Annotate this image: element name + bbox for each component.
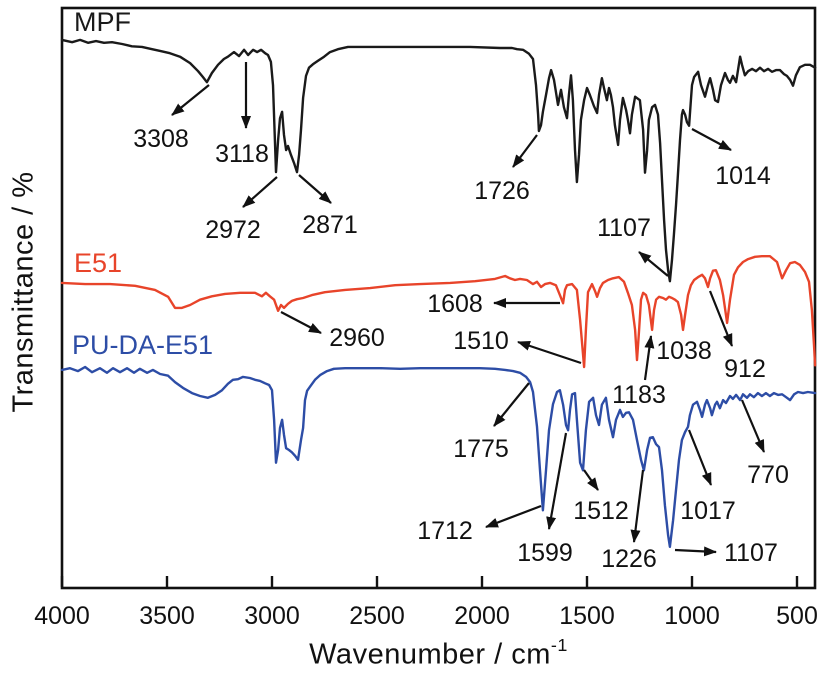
series-label-E51: E51 [74,248,122,278]
spectrum-MPF [60,38,817,283]
x-tick-label-3000: 3000 [244,602,300,630]
spectrum-PU-DA-E51 [60,365,817,548]
annotation-label-E51-912: 912 [724,355,766,383]
annotation-arrow-PU-DA-E51-1017 [687,429,713,486]
annotation-arrow-E51-912 [708,290,734,347]
annotation-label-PU-DA-E51-1512: 1512 [573,497,629,525]
x-axis-title-superscript: -1 [550,635,568,655]
x-tick-label-1000: 1000 [664,602,720,630]
annotation-arrow-E51-1510 [517,340,582,365]
annotation-label-PU-DA-E51-770: 770 [747,461,789,489]
x-tick-label-2000: 2000 [454,602,510,630]
annotation-label-PU-DA-E51-1599: 1599 [517,539,573,567]
annotation-arrow-E51-1183 [643,335,655,381]
annotation-arrow-PU-DA-E51-1712 [485,504,542,529]
annotation-arrow-MPF-1726 [512,134,538,168]
annotation-arrow-PU-DA-E51-1107 [674,546,717,557]
annotation-arrow-MPF-3308 [171,84,210,116]
x-tick-label-3500: 3500 [139,602,195,630]
x-tick-label-500: 500 [776,602,818,630]
x-axis-title-text: Wavenumber / cm [309,638,551,671]
annotation-label-MPF-3118: 3118 [215,140,269,168]
annotation-label-MPF-1726: 1726 [474,177,530,205]
annotation-arrow-PU-DA-E51-1775 [493,382,530,427]
annotation-arrow-PU-DA-E51-1512 [583,469,599,491]
x-axis-title: Wavenumber / cm-1 [62,635,815,672]
annotation-label-MPF-1107: 1107 [597,214,651,242]
annotation-arrow-MPF-1107 [638,251,669,277]
annotation-arrow-PU-DA-E51-770 [740,399,766,453]
annotation-arrow-E51-2960 [280,311,322,334]
annotation-label-PU-DA-E51-1775: 1775 [453,435,509,463]
annotation-arrow-PU-DA-E51-1599 [546,432,568,530]
y-axis-title: Transmittance / % [7,171,40,413]
annotation-label-MPF-2972: 2972 [205,216,261,244]
annotation-arrow-MPF-2972 [242,176,278,208]
annotation-label-E51-1608: 1608 [427,290,483,318]
annotation-label-E51-1038: 1038 [656,337,712,365]
annotation-label-PU-DA-E51-1017: 1017 [680,497,736,525]
annotation-label-E51-2960: 2960 [329,324,385,352]
annotation-label-E51-1183: 1183 [612,381,666,409]
annotation-label-MPF-1014: 1014 [715,162,771,190]
plot-border [60,6,817,590]
x-tick-label-4000: 4000 [34,602,90,630]
annotation-label-PU-DA-E51-1712: 1712 [417,517,473,545]
annotation-arrow-MPF-1014 [691,128,732,151]
annotation-label-PU-DA-E51-1226: 1226 [601,545,657,573]
series-label-MPF: MPF [74,7,131,37]
annotation-label-PU-DA-E51-1107: 1107 [724,539,778,567]
series-label-PU-DA-E51: PU-DA-E51 [72,330,213,360]
annotation-arrow-MPF-2871 [298,174,332,204]
x-tick-label-2500: 2500 [349,602,405,630]
annotation-label-E51-1510: 1510 [453,327,509,355]
annotation-arrow-PU-DA-E51-1226 [630,469,645,543]
annotation-label-MPF-2871: 2871 [302,211,358,239]
annotation-label-MPF-3308: 3308 [133,125,189,153]
spectrum-E51 [60,255,817,369]
x-tick-label-1500: 1500 [559,602,615,630]
